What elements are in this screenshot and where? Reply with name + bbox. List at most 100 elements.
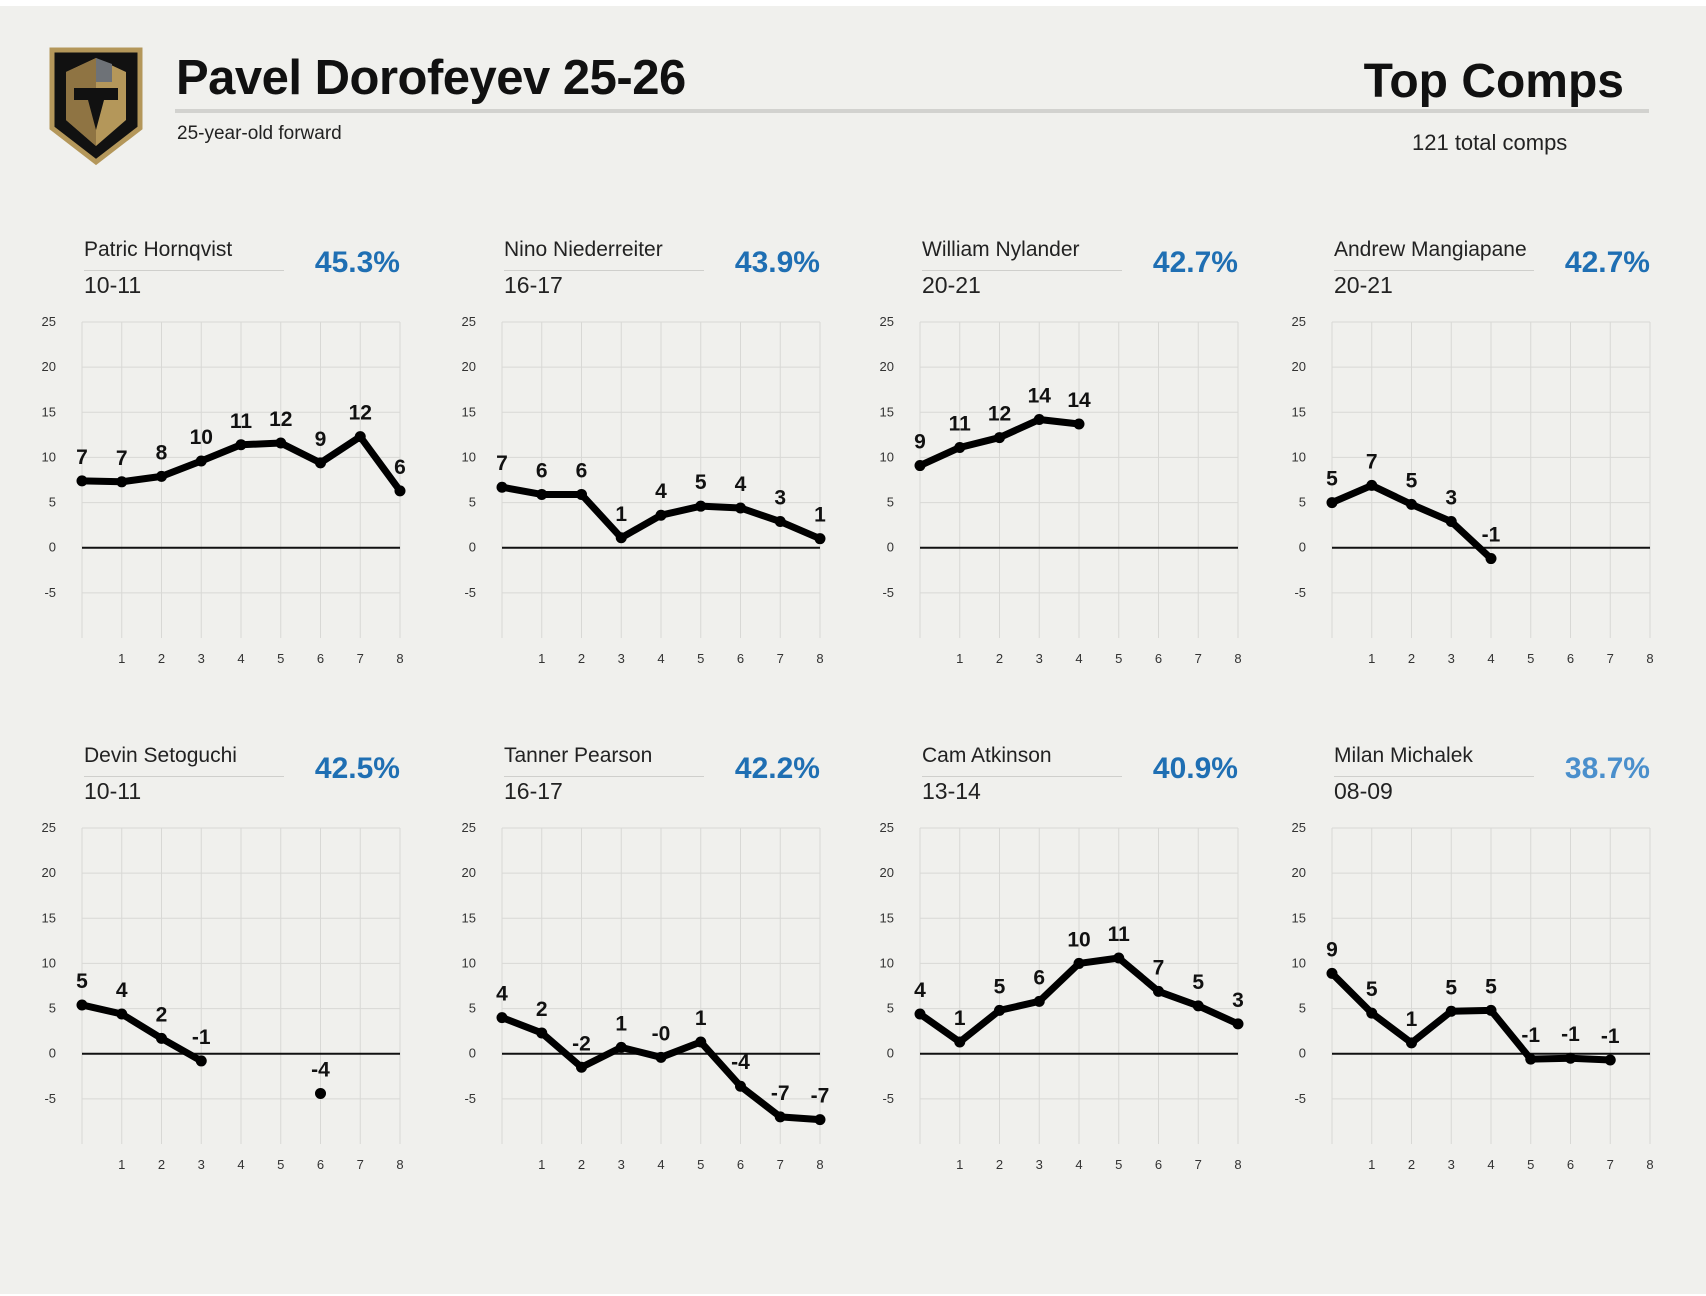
y-tick-label: 20 (1292, 359, 1306, 374)
comp-name: Tanner Pearson (504, 744, 653, 767)
data-point (496, 1012, 508, 1024)
x-tick-label: 3 (1036, 1157, 1043, 1172)
comp-name: Nino Niederreiter (504, 238, 663, 261)
comp-similarity-pct: 43.9% (734, 246, 820, 279)
y-tick-label: 0 (887, 1046, 894, 1061)
y-tick-label: -5 (464, 585, 476, 600)
x-tick-label: 8 (816, 1157, 823, 1172)
comp-season: 13-14 (922, 778, 981, 804)
x-tick-label: 5 (697, 1157, 704, 1172)
team-logo-icon (49, 47, 143, 166)
y-tick-label: -5 (44, 585, 56, 600)
y-tick-label: 0 (887, 540, 894, 555)
y-tick-label: -5 (464, 1091, 476, 1106)
data-point (1604, 1054, 1616, 1066)
data-point (1445, 516, 1457, 528)
data-point (235, 439, 247, 451)
data-label: 2 (156, 1003, 168, 1026)
data-label: 5 (994, 975, 1006, 998)
data-label: 11 (949, 412, 972, 435)
x-tick-label: 4 (657, 1157, 664, 1172)
y-tick-label: 5 (887, 495, 894, 510)
data-point (735, 502, 746, 514)
x-tick-label: 8 (396, 651, 403, 666)
y-tick-label: 15 (880, 910, 894, 925)
data-point (954, 1036, 966, 1048)
x-tick-label: 1 (956, 651, 963, 666)
x-tick-label: 2 (578, 1157, 585, 1172)
x-tick-label: 5 (1115, 1157, 1122, 1172)
data-label: -4 (311, 1058, 330, 1081)
x-tick-label: 4 (1075, 1157, 1082, 1172)
data-point (1525, 1053, 1537, 1065)
x-tick-label: 1 (1368, 1157, 1375, 1172)
comp-name: Devin Setoguchi (84, 744, 237, 767)
x-tick-label: 4 (237, 651, 244, 666)
data-point (1485, 553, 1497, 565)
y-tick-label: 5 (469, 495, 476, 510)
x-tick-label: 2 (996, 1157, 1003, 1172)
y-tick-label: 0 (1299, 540, 1306, 555)
data-label: 5 (695, 471, 707, 494)
y-tick-label: 15 (462, 910, 476, 925)
x-tick-label: 4 (1487, 1157, 1494, 1172)
data-label: 6 (394, 456, 406, 479)
comp-name-divider (922, 270, 1122, 271)
data-label: 11 (230, 410, 253, 433)
x-tick-label: 3 (618, 1157, 625, 1172)
data-label: 10 (1067, 928, 1090, 951)
data-label: 7 (76, 446, 88, 469)
data-point (496, 481, 508, 493)
x-tick-label: 8 (816, 651, 823, 666)
x-tick-label: 5 (1527, 1157, 1534, 1172)
data-point (914, 460, 926, 472)
y-tick-label: -5 (1294, 1091, 1306, 1106)
data-label: 5 (1485, 975, 1497, 998)
data-point (814, 1114, 826, 1126)
y-tick-label: 5 (1299, 1001, 1306, 1016)
comp-panel: Andrew Mangiapane 20-21 42.7% -5 0 5 10 15 20 25 1… (1250, 238, 1654, 708)
y-tick-label: 20 (1292, 865, 1306, 880)
comp-season: 20-21 (922, 272, 981, 298)
data-point (536, 1027, 548, 1039)
page-title: Pavel Dorofeyev 25-26 (176, 51, 686, 105)
x-tick-label: 6 (1155, 651, 1162, 666)
comp-name-divider (1334, 776, 1534, 777)
y-tick-label: 25 (462, 314, 476, 329)
x-tick-label: 8 (1646, 1157, 1653, 1172)
x-tick-label: 4 (657, 651, 664, 666)
data-point (1073, 957, 1085, 969)
y-tick-label: 25 (462, 820, 476, 835)
y-tick-label: 5 (887, 1001, 894, 1016)
x-tick-label: 6 (737, 651, 744, 666)
x-tick-label: 3 (198, 1157, 205, 1172)
x-tick-label: 7 (357, 651, 364, 666)
y-tick-label: 5 (49, 1001, 56, 1016)
y-tick-label: 15 (880, 404, 894, 419)
comp-name-divider (922, 776, 1122, 777)
data-label: 5 (1406, 469, 1418, 492)
comp-similarity-pct: 42.5% (314, 752, 400, 785)
data-label: -4 (731, 1051, 750, 1074)
data-label: 3 (1232, 989, 1244, 1012)
comp-season: 16-17 (504, 272, 563, 298)
y-tick-label: 15 (1292, 404, 1306, 419)
data-label: 4 (496, 983, 508, 1006)
comp-panel: Devin Setoguchi 10-11 42.5% -5 0 5 10 15 20 25 1 2 3… (0, 744, 404, 1214)
data-point (536, 488, 548, 500)
y-tick-label: -5 (44, 1091, 56, 1106)
y-tick-label: 20 (880, 865, 894, 880)
x-tick-label: 5 (277, 651, 284, 666)
data-label: 7 (1153, 956, 1165, 979)
header-divider (175, 109, 1649, 113)
comp-similarity-pct: 45.3% (314, 246, 400, 279)
comp-similarity-pct: 42.7% (1564, 246, 1650, 279)
y-tick-label: 10 (462, 955, 476, 970)
comp-similarity-pct: 42.2% (734, 752, 820, 785)
data-label: -7 (811, 1085, 830, 1108)
data-point (76, 475, 88, 487)
x-tick-label: 2 (158, 651, 165, 666)
page-canvas: Pavel Dorofeyev 25-26 25-year-old forwar… (0, 6, 1706, 1294)
data-point (615, 1041, 627, 1053)
